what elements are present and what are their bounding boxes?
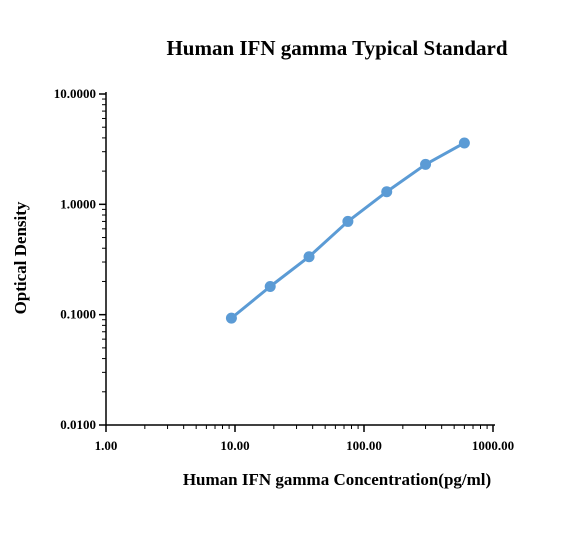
x-tick-label: 1000.00 bbox=[472, 438, 514, 453]
chart-title: Human IFN gamma Typical Standard bbox=[166, 36, 507, 60]
data-point bbox=[264, 281, 276, 293]
data-point bbox=[381, 186, 393, 198]
y-tick-label: 0.0100 bbox=[60, 417, 96, 432]
x-tick-label: 10.00 bbox=[220, 438, 249, 453]
data-point bbox=[303, 251, 315, 263]
x-axis-label: Human IFN gamma Concentration(pg/ml) bbox=[183, 470, 491, 489]
y-ticks: 0.0100 0.1000 1.0000 10.0000 bbox=[54, 86, 106, 432]
x-tick-label: 100.00 bbox=[346, 438, 382, 453]
data-point bbox=[225, 312, 237, 324]
data-point bbox=[342, 215, 354, 227]
data-point bbox=[420, 158, 432, 170]
y-tick-label: 0.1000 bbox=[60, 307, 96, 322]
y-tick-label: 10.0000 bbox=[54, 86, 96, 101]
series-group bbox=[225, 137, 470, 324]
y-tick-label: 1.0000 bbox=[60, 196, 96, 211]
data-point bbox=[458, 137, 470, 149]
x-ticks: 1.00 10.00 100.00 1000.00 bbox=[95, 425, 514, 453]
series-line bbox=[230, 141, 466, 320]
y-axis-label: Optical Density bbox=[11, 201, 30, 314]
x-tick-label: 1.00 bbox=[95, 438, 118, 453]
